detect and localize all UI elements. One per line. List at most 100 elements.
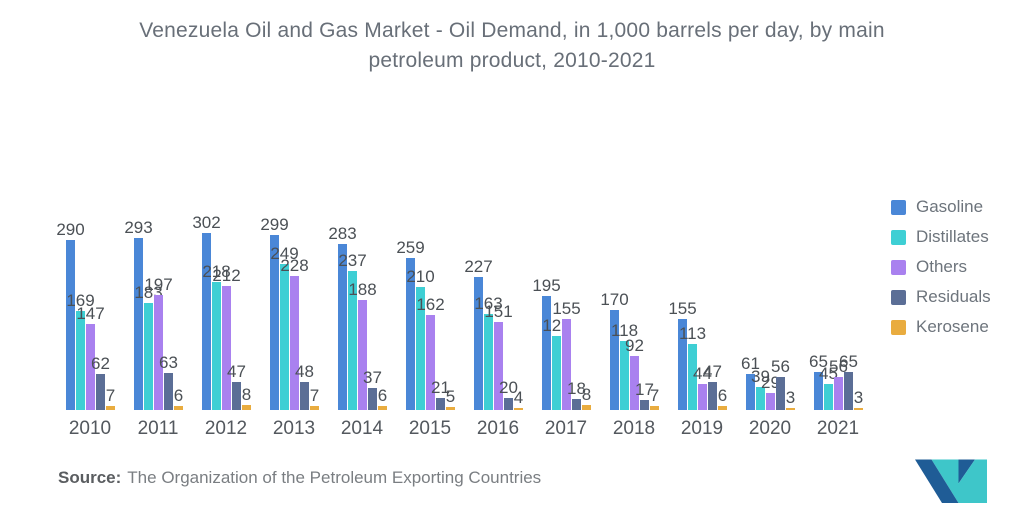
value-label-kerosene-2013: 7 (309, 386, 320, 405)
x-axis-label-2021: 2021 (816, 418, 860, 439)
value-label-kerosene-2021: 3 (853, 388, 864, 407)
value-label-gasoline-2015: 259 (396, 238, 425, 257)
bar-residuals-2021 (844, 372, 853, 410)
bar-residuals-2010 (96, 374, 105, 410)
legend-item-gasoline: Gasoline (891, 192, 991, 222)
bar-residuals-2016 (504, 398, 513, 410)
source-line: Source: The Organization of the Petroleum… (58, 468, 541, 488)
value-label-distillates-2021: 45 (819, 364, 838, 383)
value-label-distillates-2016: 163 (474, 294, 503, 313)
x-axis-label-2015: 2015 (408, 418, 452, 439)
bar-kerosene-2021 (854, 408, 863, 410)
bar-gasoline-2020 (746, 374, 755, 410)
bar-gasoline-2011 (134, 238, 143, 410)
bar-distillates-2019 (688, 344, 697, 410)
bar-others-2015 (426, 315, 435, 410)
bar-kerosene-2017 (582, 405, 591, 410)
bar-gasoline-2021 (814, 372, 823, 410)
bar-distillates-2017 (552, 336, 561, 410)
legend-swatch-icon (891, 289, 906, 305)
x-axis-label-2012: 2012 (204, 418, 248, 439)
x-axis-label-2020: 2020 (748, 418, 792, 439)
bar-kerosene-2010 (106, 406, 115, 410)
legend-label: Distillates (916, 227, 989, 246)
value-label-kerosene-2012: 8 (241, 385, 252, 404)
legend-label: Residuals (916, 287, 991, 306)
bar-kerosene-2012 (242, 405, 251, 410)
bar-others-2017 (562, 319, 571, 410)
bar-others-2011 (154, 295, 163, 410)
bar-gasoline-2017 (542, 296, 551, 410)
bar-residuals-2015 (436, 398, 445, 410)
logo-navy-band (915, 459, 959, 503)
bar-gasoline-2010 (66, 240, 75, 410)
value-label-residuals-2019: 47 (703, 362, 722, 381)
legend-item-residuals: Residuals (891, 282, 991, 312)
chart-title: Venezuela Oil and Gas Market - Oil Deman… (139, 19, 885, 73)
value-label-residuals-2010: 62 (91, 354, 110, 373)
value-label-gasoline-2019: 155 (668, 299, 697, 318)
bar-residuals-2019 (708, 382, 717, 410)
bar-kerosene-2013 (310, 406, 319, 410)
value-label-gasoline-2018: 170 (600, 290, 629, 309)
value-label-residuals-2020: 56 (771, 357, 790, 376)
bar-residuals-2013 (300, 382, 309, 410)
bar-others-2019 (698, 384, 707, 410)
value-label-others-2020: 29 (761, 373, 780, 392)
value-label-residuals-2016: 20 (499, 378, 518, 397)
bar-kerosene-2018 (650, 406, 659, 410)
value-label-distillates-2020: 39 (751, 367, 770, 386)
value-label-residuals-2013: 48 (295, 362, 314, 381)
legend-label: Gasoline (916, 197, 984, 216)
value-label-others-2019: 44 (693, 364, 712, 383)
value-label-kerosene-2018: 7 (649, 386, 660, 405)
legend-item-distillates: Distillates (891, 222, 991, 252)
value-label-gasoline-2016: 227 (464, 257, 493, 276)
x-axis-label-2010: 2010 (68, 418, 112, 439)
bar-distillates-2015 (416, 287, 425, 410)
value-label-gasoline-2014: 283 (328, 224, 357, 243)
bar-gasoline-2012 (202, 233, 211, 410)
x-axis-label-2013: 2013 (272, 418, 316, 439)
legend-item-kerosene: Kerosene (891, 312, 991, 342)
bar-kerosene-2011 (174, 406, 183, 410)
bar-gasoline-2014 (338, 244, 347, 410)
bar-distillates-2014 (348, 271, 357, 410)
value-label-gasoline-2013: 299 (260, 215, 289, 234)
value-label-others-2018: 92 (625, 336, 644, 355)
bar-others-2020 (766, 393, 775, 410)
value-label-others-2011: 197 (144, 275, 173, 294)
bar-gasoline-2013 (270, 235, 279, 410)
bar-residuals-2014 (368, 388, 377, 410)
source-text: The Organization of the Petroleum Export… (127, 468, 542, 487)
bar-others-2010 (86, 324, 95, 410)
legend: Gasoline Distillates Others Residuals Kerose… (891, 192, 991, 342)
value-label-residuals-2011: 63 (159, 353, 178, 372)
value-label-residuals-2014: 37 (363, 368, 382, 387)
value-label-kerosene-2020: 3 (785, 388, 796, 407)
value-label-others-2012: 212 (212, 266, 241, 285)
bar-distillates-2010 (76, 311, 85, 410)
value-label-residuals-2021: 65 (839, 352, 858, 371)
value-label-distillates-2014: 237 (338, 251, 367, 270)
bar-others-2012 (222, 286, 231, 410)
bar-residuals-2020 (776, 377, 785, 410)
value-label-gasoline-2012: 302 (192, 213, 221, 232)
value-label-kerosene-2019: 6 (717, 386, 728, 405)
bar-distillates-2020 (756, 387, 765, 410)
bar-distillates-2016 (484, 314, 493, 410)
value-label-distillates-2010: 169 (66, 291, 95, 310)
x-axis-label-2016: 2016 (476, 418, 520, 439)
value-label-others-2021: 56 (829, 357, 848, 376)
bar-others-2021 (834, 377, 843, 410)
value-label-distillates-2015: 210 (406, 267, 435, 286)
value-label-others-2016: 151 (484, 302, 513, 321)
value-label-kerosene-2010: 7 (105, 386, 116, 405)
value-label-residuals-2018: 17 (635, 380, 654, 399)
bar-kerosene-2016 (514, 408, 523, 410)
bar-gasoline-2019 (678, 319, 687, 410)
value-label-residuals-2017: 18 (567, 379, 586, 398)
value-label-kerosene-2016: 4 (513, 388, 524, 407)
value-label-gasoline-2017: 195 (532, 276, 561, 295)
bar-distillates-2021 (824, 384, 833, 410)
